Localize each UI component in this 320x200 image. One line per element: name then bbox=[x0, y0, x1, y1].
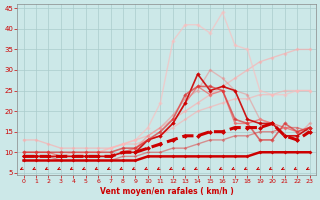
X-axis label: Vent moyen/en rafales ( km/h ): Vent moyen/en rafales ( km/h ) bbox=[100, 187, 234, 196]
